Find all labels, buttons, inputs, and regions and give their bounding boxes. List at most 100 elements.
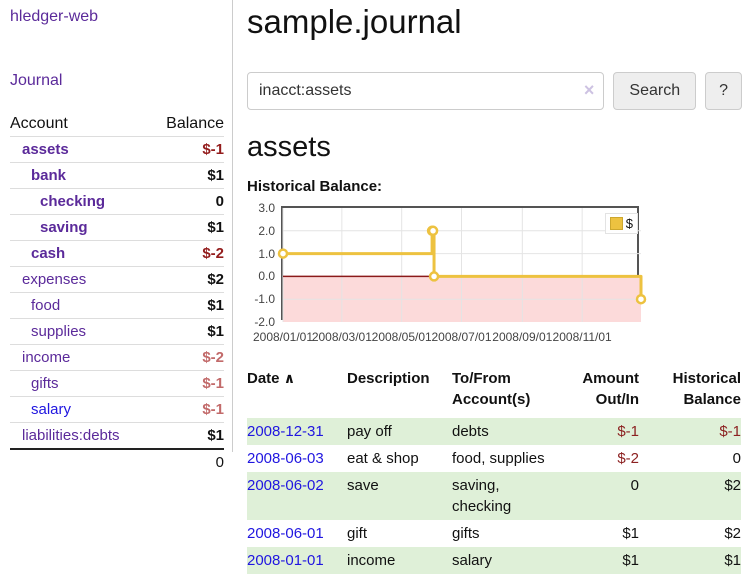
register-row: 2008-06-03 eat & shop food, supplies $-2… <box>247 445 741 472</box>
chart-x-tick-label: 2008/09/01 <box>492 330 553 344</box>
page-title: sample.journal <box>247 3 462 40</box>
account-link-assets[interactable]: assets <box>22 141 69 158</box>
description-cell: pay off <box>347 418 452 445</box>
transaction-date-link[interactable]: 2008-01-01 <box>247 552 324 569</box>
transaction-date-link[interactable]: 2008-06-03 <box>247 450 324 467</box>
col-date-label: Date <box>247 370 280 387</box>
col-description: Description <box>347 370 430 387</box>
register-row: 2008-01-01 income salary $1 $1 <box>247 547 741 574</box>
account-link-saving[interactable]: saving <box>40 219 88 236</box>
accounts-header-row: Account Balance <box>10 111 224 137</box>
transaction-date-link[interactable]: 2008-12-31 <box>247 423 324 440</box>
help-button[interactable]: ? <box>705 72 742 110</box>
account-link-checking[interactable]: checking <box>40 193 106 210</box>
account-link-supplies[interactable]: supplies <box>31 323 87 340</box>
amount-cell: $-2 <box>617 450 639 467</box>
accounts-cell: debts <box>452 418 553 445</box>
search-input[interactable] <box>247 72 605 110</box>
chart-y-tick-label: 0.0 <box>258 269 275 284</box>
account-row: cash $-2 <box>10 240 224 267</box>
account-link-bank[interactable]: bank <box>31 167 67 184</box>
register-row: 2008-06-01 gift gifts $1 $2 <box>247 520 741 547</box>
account-link-liabilities-debts[interactable]: liabilities:debts <box>22 427 120 444</box>
accounts-total-value: 0 <box>150 448 224 475</box>
account-row: food $1 <box>10 292 224 319</box>
sidebar-item-journal[interactable]: Journal <box>10 72 63 89</box>
description-cell: income <box>347 547 452 574</box>
accounts-cell: salary <box>452 547 553 574</box>
chart-y-tick-label: 2.0 <box>258 223 275 238</box>
account-row: checking 0 <box>10 188 224 215</box>
account-row: bank $1 <box>10 162 224 189</box>
account-balance: $-1 <box>150 136 224 163</box>
account-balance: $1 <box>150 422 224 450</box>
chart-x-labels: 2008/01/01 2008/03/01 2008/05/01 2008/07/01… <box>253 330 641 346</box>
chart-title: Historical Balance: <box>247 178 383 195</box>
col-amount: Amount Out/In <box>582 370 639 408</box>
account-link-food[interactable]: food <box>31 297 61 314</box>
account-balance: $1 <box>150 318 224 345</box>
chart-x-tick-label: 2008/11/01 <box>552 330 612 344</box>
amount-cell: $1 <box>553 547 639 574</box>
chart-x-tick-label: 2008/07/01 <box>431 330 492 344</box>
chart-y-tick-label: -2.0 <box>254 315 275 329</box>
chart-legend: $ <box>604 213 638 234</box>
app-title-link[interactable]: hledger-web <box>10 8 99 25</box>
chart-svg <box>277 208 647 322</box>
accounts-cell: food, supplies <box>452 450 545 467</box>
transaction-date-link[interactable]: 2008-06-02 <box>247 477 324 494</box>
description-cell: gift <box>347 525 368 542</box>
account-row: supplies $1 <box>10 318 224 345</box>
search-input-wrap: × <box>247 72 605 110</box>
account-row: income $-2 <box>10 344 224 371</box>
account-row: liabilities:debts $1 <box>10 422 224 450</box>
balance-cell: $-1 <box>639 418 741 445</box>
amount-cell: $-1 <box>553 418 639 445</box>
account-row: saving $1 <box>10 214 224 241</box>
chart-x-tick-label: 2008/05/01 <box>371 330 432 344</box>
search-form: × Search ? <box>247 72 742 110</box>
account-link-income[interactable]: income <box>22 349 71 366</box>
account-heading: assets <box>247 131 331 163</box>
account-link-cash[interactable]: cash <box>31 245 66 262</box>
account-row: salary $-1 <box>10 396 224 423</box>
register-row: 2008-12-31 pay off debts $-1 $-1 <box>247 418 741 445</box>
historical-balance-chart: 3.0 2.0 1.0 0.0 -1.0 -2.0 $ 2008/01/01 2008/03… <box>247 202 647 348</box>
accounts-total-row: 0 <box>10 448 224 475</box>
accounts-table: Account Balance assets $-1 bank $1 check… <box>10 111 224 475</box>
sidebar: hledger-web Journal Account Balance asse… <box>0 0 233 475</box>
account-link-gifts[interactable]: gifts <box>31 375 59 392</box>
balance-cell: $2 <box>639 472 741 520</box>
balance-cell: $2 <box>724 525 741 542</box>
clear-search-icon[interactable]: × <box>583 80 595 100</box>
account-balance: $2 <box>150 266 224 293</box>
accounts-cell: gifts <box>452 525 480 542</box>
legend-swatch-icon <box>609 217 623 230</box>
chart-x-tick-label: 2008/01/01 <box>252 330 314 344</box>
total-spacer-cell <box>10 448 151 475</box>
balance-cell: 0 <box>732 450 741 467</box>
sort-asc-icon: ∧ <box>283 370 296 386</box>
account-link-expenses[interactable]: expenses <box>22 271 87 288</box>
col-balance: Historical Balance <box>672 370 741 408</box>
search-button[interactable]: Search <box>613 72 697 110</box>
account-balance: $-1 <box>150 370 224 397</box>
legend-label: $ <box>625 216 633 231</box>
account-link-salary[interactable]: salary <box>31 401 72 418</box>
account-row: expenses $2 <box>10 266 224 293</box>
account-balance: $1 <box>150 292 224 319</box>
register-row: 2008-06-02 save saving, checking 0 $2 <box>247 472 741 520</box>
accounts-col-balance: Balance <box>150 111 224 137</box>
chart-y-tick-label: 1.0 <box>258 246 275 261</box>
register-header-row: Date ∧ Description To/From Account(s) Am… <box>247 366 741 418</box>
accounts-col-account: Account <box>10 111 151 137</box>
account-row: gifts $-1 <box>10 370 224 397</box>
description-cell: eat & shop <box>347 450 419 467</box>
account-balance: $1 <box>150 162 224 189</box>
col-accounts: To/From Account(s) <box>452 370 531 408</box>
account-balance: $1 <box>150 214 224 241</box>
chart-y-tick-label: 3.0 <box>258 201 275 215</box>
col-date[interactable]: Date ∧ <box>247 366 347 418</box>
transaction-date-link[interactable]: 2008-06-01 <box>247 525 324 542</box>
main-content: sample.journal × Search ? assets Histori… <box>233 0 742 574</box>
